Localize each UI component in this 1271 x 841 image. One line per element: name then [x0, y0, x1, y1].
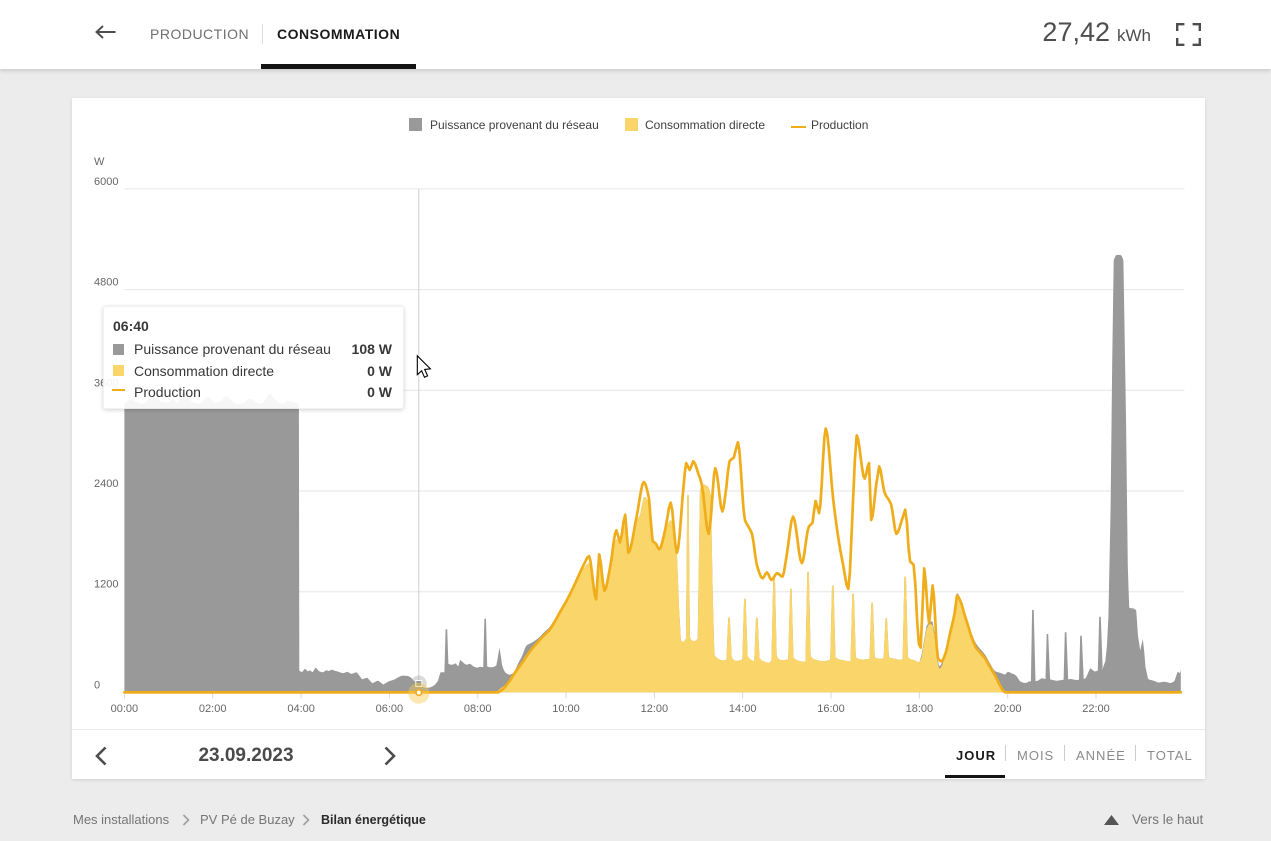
svg-text:00:00: 00:00 — [111, 703, 139, 715]
svg-text:06:00: 06:00 — [376, 703, 404, 715]
svg-text:W: W — [94, 156, 105, 168]
svg-text:0: 0 — [94, 679, 100, 691]
svg-text:14:00: 14:00 — [729, 703, 757, 715]
svg-text:12:00: 12:00 — [641, 703, 669, 715]
svg-text:16:00: 16:00 — [817, 703, 845, 715]
svg-text:04:00: 04:00 — [287, 703, 315, 715]
svg-text:20:00: 20:00 — [994, 703, 1022, 715]
svg-text:2400: 2400 — [94, 478, 118, 490]
svg-text:6000: 6000 — [94, 176, 118, 188]
svg-text:22:00: 22:00 — [1082, 703, 1110, 715]
svg-text:18:00: 18:00 — [906, 703, 934, 715]
svg-text:4800: 4800 — [94, 277, 118, 289]
svg-text:08:00: 08:00 — [464, 703, 492, 715]
svg-text:1200: 1200 — [94, 579, 118, 591]
svg-text:02:00: 02:00 — [199, 703, 227, 715]
svg-text:10:00: 10:00 — [552, 703, 580, 715]
